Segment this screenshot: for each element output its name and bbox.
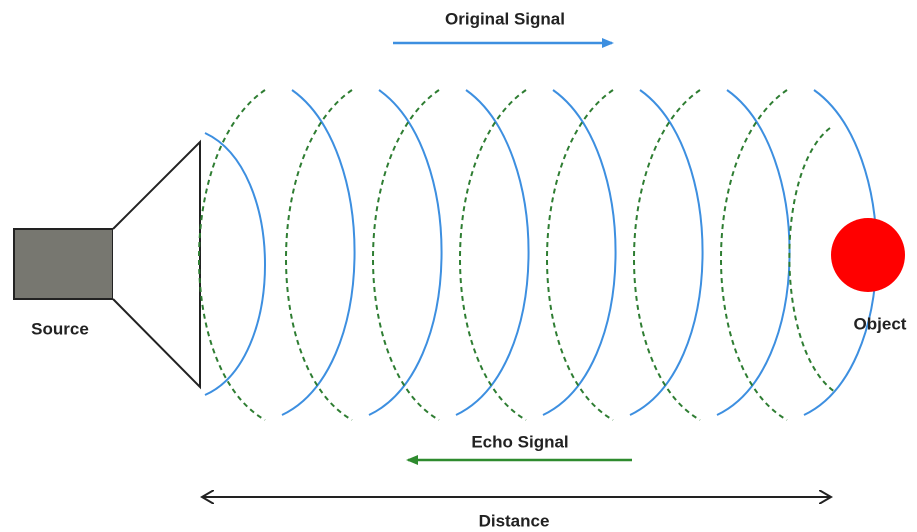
echo-label: Echo Signal (471, 432, 568, 451)
blue-wave (281, 89, 356, 416)
object-circle (831, 218, 905, 292)
source-label: Source (31, 319, 89, 338)
object-label: Object (854, 314, 907, 333)
horn (112, 139, 201, 390)
green-wave (285, 89, 353, 421)
blue-wave (629, 89, 704, 416)
green-wave (198, 89, 266, 421)
blue-wave (368, 89, 443, 416)
green-wave (788, 127, 836, 393)
blue-wave (204, 132, 266, 396)
distance-label: Distance (479, 511, 550, 530)
blue-wave (455, 89, 530, 416)
blue-wave (542, 89, 617, 416)
source-box (13, 228, 114, 300)
green-wave (720, 89, 788, 421)
waves (198, 89, 878, 421)
green-wave (459, 89, 527, 421)
green-wave (633, 89, 701, 421)
original-label: Original Signal (445, 9, 565, 28)
blue-wave (716, 89, 791, 416)
green-wave (372, 89, 440, 421)
green-wave (546, 89, 614, 421)
